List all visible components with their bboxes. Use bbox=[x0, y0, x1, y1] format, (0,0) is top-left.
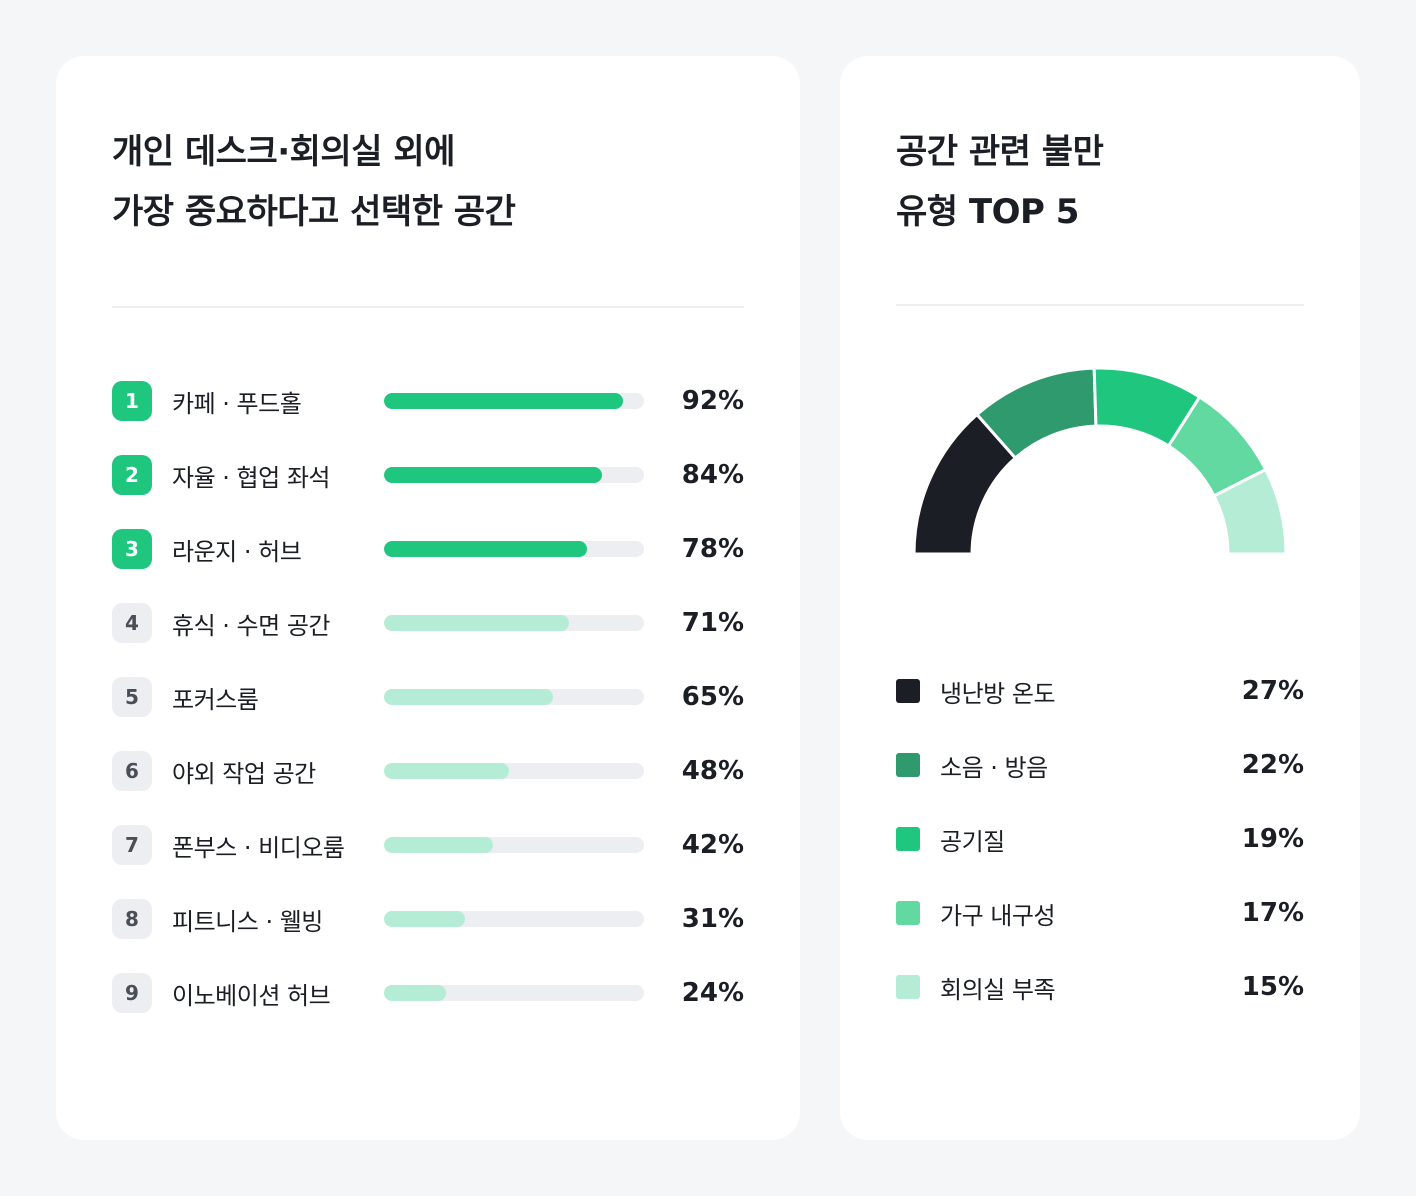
ranking-row: 1 카페 · 푸드홀 92% bbox=[112, 364, 744, 438]
legend-label: 회의실 부족 bbox=[940, 975, 1056, 1004]
rank-badge: 6 bbox=[112, 751, 152, 791]
rank-badge: 2 bbox=[112, 455, 152, 495]
legend-value: 19% bbox=[1241, 824, 1304, 854]
bar-track bbox=[384, 689, 644, 705]
donut-legend: 냉난방 온도 27% 소음 · 방음 22% 공기질 19% 가구 내구성 17% 회의실 부족… bbox=[896, 654, 1304, 1024]
value-label: 31% bbox=[681, 904, 744, 934]
half-donut-chart bbox=[912, 366, 1288, 556]
title-line-2: 유형 TOP 5 bbox=[896, 192, 1079, 232]
value-label: 24% bbox=[681, 978, 744, 1008]
legend-value: 17% bbox=[1241, 898, 1304, 928]
ranking-row: 7 폰부스 · 비디오룸 42% bbox=[112, 808, 744, 882]
bar-track bbox=[384, 615, 644, 631]
value-label: 84% bbox=[681, 460, 744, 490]
bar-track bbox=[384, 911, 644, 927]
bar-track bbox=[384, 837, 644, 853]
ranking-row: 9 이노베이션 허브 24% bbox=[112, 956, 744, 1030]
donut-slice bbox=[1212, 467, 1288, 556]
legend-swatch bbox=[896, 679, 920, 703]
category-label: 카페 · 푸드홀 bbox=[172, 389, 302, 418]
legend-value: 27% bbox=[1241, 676, 1304, 706]
rank-badge: 7 bbox=[112, 825, 152, 865]
value-label: 78% bbox=[681, 534, 744, 564]
legend-item: 공기질 19% bbox=[896, 802, 1304, 876]
bar-track bbox=[384, 985, 644, 1001]
legend-item: 가구 내구성 17% bbox=[896, 876, 1304, 950]
ranking-row: 2 자율 · 협업 좌석 84% bbox=[112, 438, 744, 512]
bar-track bbox=[384, 763, 644, 779]
ranking-row: 6 야외 작업 공간 48% bbox=[112, 734, 744, 808]
bar bbox=[384, 763, 509, 779]
bar bbox=[384, 911, 465, 927]
bar-track bbox=[384, 467, 644, 483]
legend-item: 회의실 부족 15% bbox=[896, 950, 1304, 1024]
value-label: 92% bbox=[681, 386, 744, 416]
bar-track bbox=[384, 393, 644, 409]
rank-badge: 1 bbox=[112, 381, 152, 421]
legend-label: 소음 · 방음 bbox=[940, 753, 1048, 782]
category-label: 포커스룸 bbox=[172, 685, 259, 714]
bar bbox=[384, 837, 494, 853]
space-ranking-title: 개인 데스크·회의실 외에 가장 중요하다고 선택한 공간 bbox=[112, 56, 744, 242]
value-label: 71% bbox=[681, 608, 744, 638]
value-label: 42% bbox=[681, 830, 744, 860]
ranking-row: 8 피트니스 · 웰빙 31% bbox=[112, 882, 744, 956]
rank-badge: 3 bbox=[112, 529, 152, 569]
rank-badge: 4 bbox=[112, 603, 152, 643]
rank-badge: 5 bbox=[112, 677, 152, 717]
category-label: 자율 · 협업 좌석 bbox=[172, 463, 331, 492]
bar bbox=[384, 393, 624, 409]
ranking-row: 5 포커스룸 65% bbox=[112, 660, 744, 734]
legend-swatch bbox=[896, 975, 920, 999]
title-line-1: 공간 관련 불만 bbox=[896, 132, 1104, 172]
bar bbox=[384, 689, 553, 705]
legend-swatch bbox=[896, 753, 920, 777]
value-label: 65% bbox=[681, 682, 744, 712]
bar bbox=[384, 985, 447, 1001]
category-label: 이노베이션 허브 bbox=[172, 981, 331, 1010]
legend-swatch bbox=[896, 901, 920, 925]
legend-value: 22% bbox=[1241, 750, 1304, 780]
legend-label: 가구 내구성 bbox=[940, 901, 1056, 930]
bar bbox=[384, 615, 569, 631]
bar bbox=[384, 467, 603, 483]
category-label: 피트니스 · 웰빙 bbox=[172, 907, 323, 936]
complaint-title: 공간 관련 불만 유형 TOP 5 bbox=[896, 56, 1304, 242]
title-line-2: 가장 중요하다고 선택한 공간 bbox=[112, 192, 516, 232]
legend-item: 소음 · 방음 22% bbox=[896, 728, 1304, 802]
title-line-1: 개인 데스크·회의실 외에 bbox=[112, 132, 455, 172]
category-label: 야외 작업 공간 bbox=[172, 759, 316, 788]
rank-badge: 9 bbox=[112, 973, 152, 1013]
ranking-bar-chart: 1 카페 · 푸드홀 92% 2 자율 · 협업 좌석 84% 3 라운지 · 허브 78% 4 휴… bbox=[112, 364, 744, 1030]
legend-swatch bbox=[896, 827, 920, 851]
bar bbox=[384, 541, 587, 557]
legend-value: 15% bbox=[1241, 972, 1304, 1002]
category-label: 라운지 · 허브 bbox=[172, 537, 302, 566]
complaint-card: 공간 관련 불만 유형 TOP 5 냉난방 온도 27% 소음 · 방음 22% 공기질… bbox=[840, 56, 1360, 1140]
divider bbox=[112, 306, 744, 308]
rank-badge: 8 bbox=[112, 899, 152, 939]
legend-label: 냉난방 온도 bbox=[940, 679, 1056, 708]
bar-track bbox=[384, 541, 644, 557]
value-label: 48% bbox=[681, 756, 744, 786]
divider bbox=[896, 304, 1304, 306]
category-label: 휴식 · 수면 공간 bbox=[172, 611, 331, 640]
ranking-row: 3 라운지 · 허브 78% bbox=[112, 512, 744, 586]
legend-item: 냉난방 온도 27% bbox=[896, 654, 1304, 728]
ranking-row: 4 휴식 · 수면 공간 71% bbox=[112, 586, 744, 660]
category-label: 폰부스 · 비디오룸 bbox=[172, 833, 345, 862]
legend-label: 공기질 bbox=[940, 827, 1005, 856]
space-ranking-card: 개인 데스크·회의실 외에 가장 중요하다고 선택한 공간 1 카페 · 푸드홀 9… bbox=[56, 56, 800, 1140]
